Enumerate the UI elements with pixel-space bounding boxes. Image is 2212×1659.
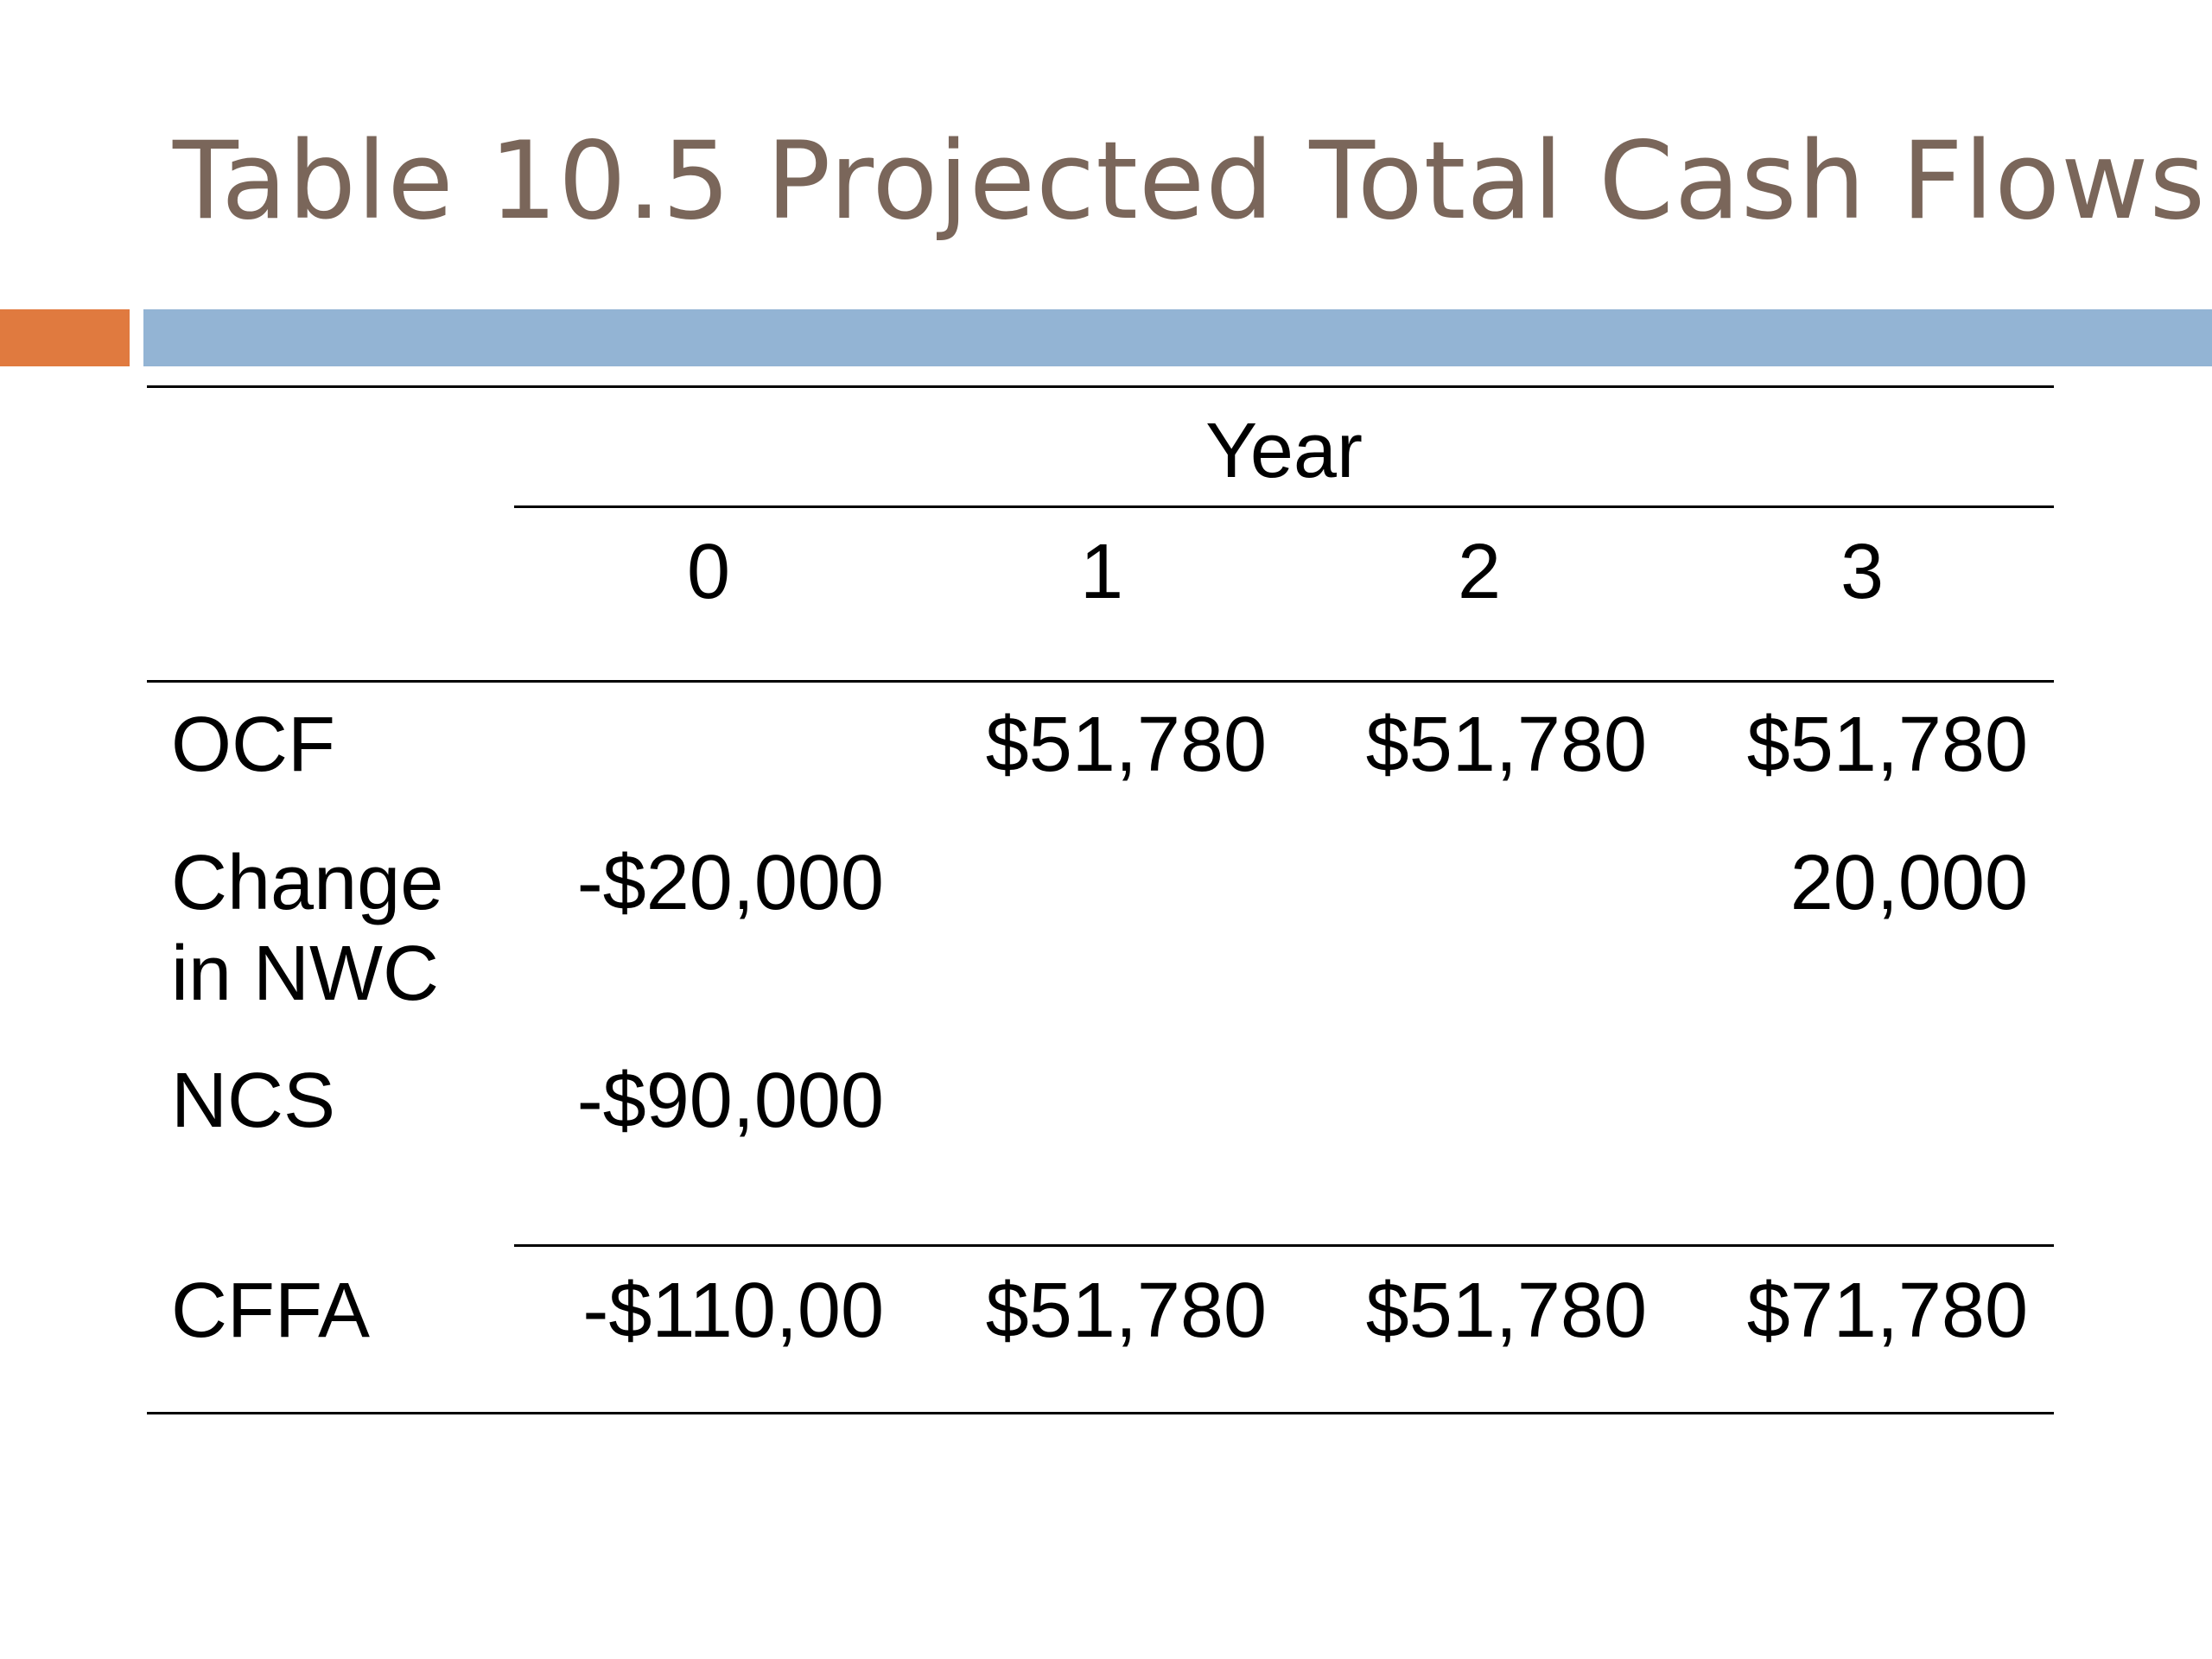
column-header-year-3: 3 bbox=[1840, 529, 1885, 615]
cffa-year-3: $71,780 bbox=[1746, 1268, 2028, 1354]
row-label-cffa: CFFA bbox=[171, 1268, 371, 1354]
row-label-ncs: NCS bbox=[171, 1058, 336, 1144]
cffa-year-2: $51,780 bbox=[1365, 1268, 1647, 1354]
row-label-ocf: OCF bbox=[171, 702, 335, 788]
column-header-year-2: 2 bbox=[1457, 529, 1502, 615]
ocf-year-2: $51,780 bbox=[1365, 702, 1647, 788]
header-bottom-rule bbox=[147, 680, 2054, 683]
column-header-year-0: 0 bbox=[686, 529, 731, 615]
row-label-change-in-nwc-line2: in NWC bbox=[171, 931, 439, 1017]
slide-title: Table 10.5 Projected Total Cash Flows bbox=[173, 119, 2207, 244]
nwc-year-3: 20,000 bbox=[1789, 840, 2028, 926]
year-header-rule bbox=[514, 505, 2054, 508]
column-header-year-1: 1 bbox=[1079, 529, 1124, 615]
ncs-year-0: -$90,000 bbox=[576, 1058, 884, 1144]
table-top-rule bbox=[147, 385, 2054, 388]
ocf-year-3: $51,780 bbox=[1746, 702, 2028, 788]
row-label-change-in-nwc-line1: Change bbox=[171, 840, 444, 926]
table-bottom-rule bbox=[147, 1412, 2054, 1414]
nwc-year-0: -$20,000 bbox=[576, 840, 884, 926]
cffa-year-1: $51,780 bbox=[985, 1268, 1267, 1354]
accent-bar-orange bbox=[0, 309, 130, 366]
total-top-rule bbox=[514, 1244, 2054, 1247]
cffa-year-0: -$110,00 bbox=[582, 1268, 884, 1354]
year-group-header: Year bbox=[1205, 408, 1363, 494]
accent-bar-blue bbox=[143, 309, 2212, 366]
ocf-year-1: $51,780 bbox=[985, 702, 1267, 788]
